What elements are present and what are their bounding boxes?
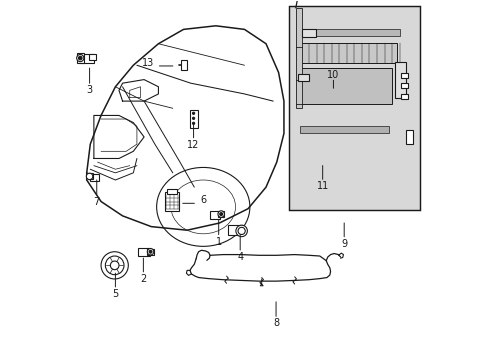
Text: 12: 12 bbox=[187, 140, 200, 150]
Bar bbox=[147, 249, 153, 255]
Bar bbox=[297, 31, 395, 35]
Bar bbox=[218, 211, 224, 217]
Circle shape bbox=[192, 117, 194, 120]
Bar bbox=[401, 73, 407, 78]
Text: 1: 1 bbox=[215, 237, 221, 247]
Bar bbox=[90, 174, 99, 181]
Circle shape bbox=[86, 173, 93, 180]
Bar bbox=[80, 54, 93, 63]
Polygon shape bbox=[300, 43, 396, 63]
Circle shape bbox=[110, 261, 119, 270]
Text: 7: 7 bbox=[93, 197, 100, 207]
Circle shape bbox=[235, 225, 247, 237]
Bar bbox=[165, 192, 179, 211]
Circle shape bbox=[149, 250, 152, 253]
Circle shape bbox=[192, 122, 194, 125]
Text: 4: 4 bbox=[237, 252, 243, 262]
Bar bbox=[289, 6, 419, 211]
Bar bbox=[228, 225, 242, 235]
Bar bbox=[88, 173, 93, 179]
Bar bbox=[181, 60, 187, 70]
Text: 6: 6 bbox=[200, 195, 206, 206]
Bar bbox=[300, 68, 391, 104]
Bar bbox=[210, 211, 220, 219]
Text: 8: 8 bbox=[272, 319, 279, 328]
Text: 3: 3 bbox=[86, 85, 92, 95]
Bar bbox=[406, 130, 412, 144]
Circle shape bbox=[101, 252, 128, 279]
Circle shape bbox=[218, 211, 224, 217]
Bar bbox=[300, 29, 399, 36]
Circle shape bbox=[238, 227, 244, 234]
Circle shape bbox=[192, 112, 194, 114]
Text: 2: 2 bbox=[140, 274, 146, 284]
Circle shape bbox=[78, 56, 82, 60]
Bar bbox=[300, 126, 388, 133]
Text: 5: 5 bbox=[112, 289, 118, 299]
Text: 13: 13 bbox=[141, 58, 153, 68]
Circle shape bbox=[219, 213, 222, 216]
Bar bbox=[301, 29, 316, 37]
Bar bbox=[401, 84, 407, 89]
Text: 11: 11 bbox=[316, 181, 328, 192]
Bar bbox=[88, 54, 96, 60]
Bar bbox=[138, 248, 149, 256]
Bar bbox=[189, 110, 197, 129]
Bar bbox=[401, 94, 407, 99]
Bar bbox=[394, 62, 406, 98]
Bar bbox=[166, 189, 177, 194]
Circle shape bbox=[77, 54, 83, 62]
Text: 9: 9 bbox=[341, 239, 346, 249]
Circle shape bbox=[147, 248, 153, 255]
Circle shape bbox=[105, 256, 124, 275]
Text: 10: 10 bbox=[326, 69, 339, 80]
Bar bbox=[77, 53, 83, 63]
Bar bbox=[297, 74, 309, 81]
Bar bbox=[296, 8, 302, 108]
